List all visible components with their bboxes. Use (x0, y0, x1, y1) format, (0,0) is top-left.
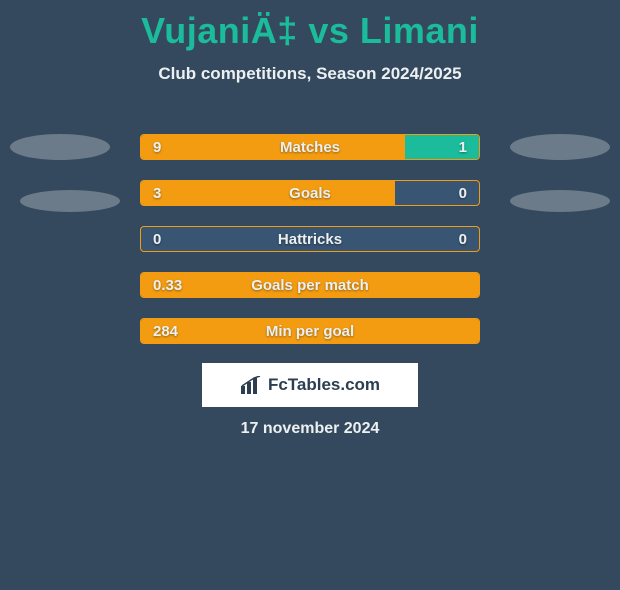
date-label: 17 november 2024 (0, 420, 620, 438)
avatar-left-2 (20, 190, 120, 212)
chart-icon (240, 376, 262, 394)
stat-bar: 00Hattricks (140, 226, 480, 252)
stat-bar: 0.33Goals per match (140, 272, 480, 298)
stat-label: Matches (141, 135, 479, 159)
stat-bar: 30Goals (140, 180, 480, 206)
brand-badge[interactable]: FcTables.com (202, 363, 418, 407)
stat-bar: 91Matches (140, 134, 480, 160)
page-title: VujaniÄ‡ vs Limani (0, 10, 620, 52)
stat-label: Goals per match (141, 273, 479, 297)
stat-label: Goals (141, 181, 479, 205)
brand-label: FcTables.com (268, 375, 380, 395)
stat-bar: 284Min per goal (140, 318, 480, 344)
stats-container: 91Matches 30Goals 00Hattricks 0.33Goals per… (140, 134, 480, 364)
page-subtitle: Club competitions, Season 2024/2025 (0, 64, 620, 84)
stat-label: Hattricks (141, 227, 479, 251)
avatar-right-2 (510, 190, 610, 212)
avatar-right-1 (510, 134, 610, 160)
avatar-left-1 (10, 134, 110, 160)
stat-label: Min per goal (141, 319, 479, 343)
